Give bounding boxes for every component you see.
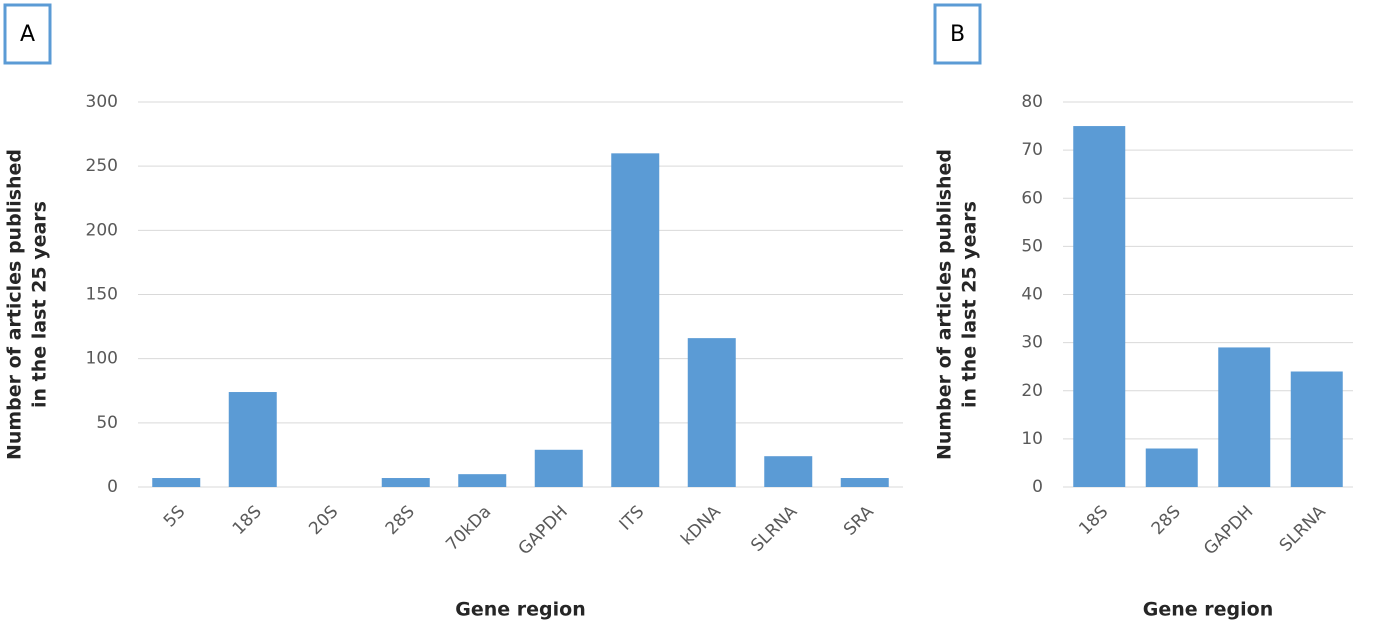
x-tick-label: 70kDa (442, 502, 495, 555)
y-tick-label: 80 (1021, 92, 1043, 112)
panel-box (3, 3, 52, 65)
x-tick-label: 28S (382, 502, 419, 539)
bar (611, 153, 660, 488)
bar (1290, 371, 1343, 487)
x-axis-title: Gene region (455, 599, 585, 621)
x-tick-label: 18S (229, 502, 266, 539)
x-tick-label: SLRNA (1276, 502, 1330, 556)
x-tick-label: 28S (1148, 502, 1185, 539)
x-tick-label: kDNA (677, 502, 725, 550)
x-tick-label: GAPDH (1200, 502, 1257, 559)
bar (1073, 126, 1126, 487)
bar (534, 449, 583, 487)
y-tick-label: 100 (86, 349, 118, 369)
bar (1218, 347, 1271, 487)
y-tick-label: 40 (1021, 285, 1043, 305)
panel-label: B (950, 22, 965, 47)
x-tick-label: 20S (305, 502, 342, 539)
x-tick-label: SRA (840, 502, 878, 540)
panel-label: A (20, 22, 35, 47)
x-tick-label: GAPDH (515, 502, 572, 559)
y-tick-label: 50 (1021, 236, 1043, 256)
y-tick-label: 60 (1021, 188, 1043, 208)
y-tick-label: 300 (86, 92, 118, 112)
bar (381, 478, 430, 487)
y-axis-title: Number of articles published (4, 149, 26, 460)
x-tick-label: 5S (160, 502, 189, 531)
y-axis-title: in the last 25 years (29, 201, 51, 408)
y-tick-label: 0 (107, 477, 118, 497)
bar (228, 392, 277, 487)
y-tick-label: 200 (86, 220, 118, 240)
x-tick-label: ITS (616, 502, 649, 535)
y-tick-label: 70 (1021, 140, 1043, 160)
y-tick-label: 0 (1032, 477, 1043, 497)
y-tick-label: 50 (96, 413, 118, 433)
bar (1145, 448, 1198, 487)
y-tick-label: 250 (86, 156, 118, 176)
x-tick-label: 18S (1075, 502, 1112, 539)
bar (764, 456, 813, 487)
y-tick-label: 30 (1021, 333, 1043, 353)
y-axis-title: in the last 25 years (959, 201, 981, 408)
bar (687, 338, 736, 487)
y-tick-label: 150 (86, 285, 118, 305)
bar (152, 478, 201, 487)
panel-box (933, 3, 982, 65)
y-tick-label: 20 (1021, 381, 1043, 401)
y-axis-title: Number of articles published (934, 149, 956, 460)
bar (458, 474, 507, 487)
y-tick-label: 10 (1021, 429, 1043, 449)
bar (840, 478, 889, 487)
x-axis-title: Gene region (1143, 599, 1273, 621)
x-tick-label: SLRNA (747, 502, 801, 556)
